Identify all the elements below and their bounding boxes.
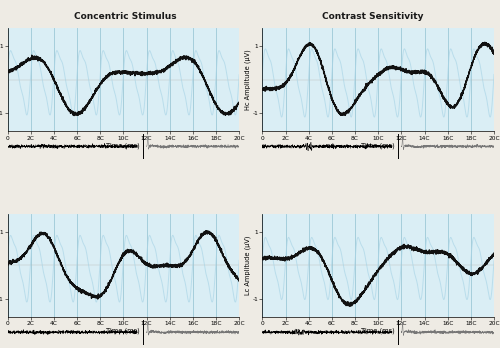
X-axis label: Time (ms): Time (ms) — [362, 142, 395, 149]
X-axis label: Time (ms): Time (ms) — [362, 328, 395, 334]
Y-axis label: Hc Amplitude (µV): Hc Amplitude (µV) — [244, 49, 251, 110]
Y-axis label: Lc Amplitude (µV): Lc Amplitude (µV) — [244, 236, 251, 295]
X-axis label: Time (ms): Time (ms) — [106, 142, 140, 149]
Text: Concentric Stimulus: Concentric Stimulus — [74, 12, 176, 21]
X-axis label: Time (ms): Time (ms) — [106, 328, 140, 334]
Text: Contrast Sensitivity: Contrast Sensitivity — [322, 12, 423, 21]
